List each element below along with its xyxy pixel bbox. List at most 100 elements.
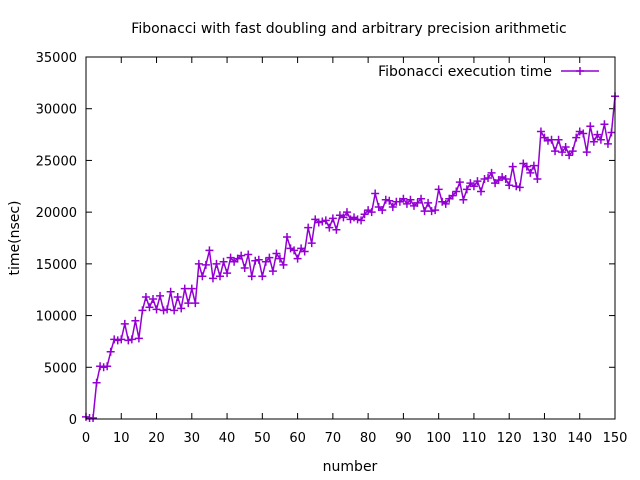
data-point bbox=[247, 272, 256, 281]
data-point bbox=[120, 319, 129, 328]
data-point bbox=[505, 181, 514, 190]
data-point bbox=[304, 223, 313, 232]
x-tick-label: 10 bbox=[113, 431, 130, 446]
x-tick-label: 90 bbox=[395, 431, 412, 446]
data-point bbox=[332, 225, 341, 234]
data-point bbox=[462, 185, 471, 194]
y-tick-label: 35000 bbox=[36, 51, 77, 66]
x-tick-label: 50 bbox=[254, 431, 271, 446]
y-tick-label: 30000 bbox=[36, 103, 77, 118]
data-point bbox=[314, 218, 323, 227]
data-point bbox=[572, 133, 581, 142]
data-point bbox=[318, 217, 327, 226]
data-point bbox=[431, 206, 440, 215]
data-point bbox=[131, 316, 140, 325]
data-point bbox=[579, 129, 588, 138]
series-line bbox=[85, 96, 616, 419]
data-point bbox=[226, 253, 235, 262]
data-point bbox=[152, 305, 161, 314]
data-point bbox=[205, 246, 214, 255]
data-point bbox=[600, 120, 609, 129]
data-point bbox=[434, 185, 443, 194]
data-point bbox=[360, 210, 369, 219]
data-point bbox=[448, 191, 457, 200]
data-point bbox=[554, 135, 563, 144]
data-point bbox=[603, 139, 612, 148]
data-point bbox=[459, 195, 468, 204]
data-point bbox=[342, 208, 351, 217]
data-point bbox=[89, 413, 98, 422]
data-point bbox=[134, 334, 143, 343]
y-tick-label: 0 bbox=[69, 413, 77, 428]
data-point bbox=[283, 232, 292, 241]
x-axis-label: number bbox=[323, 459, 378, 475]
data-point bbox=[385, 196, 394, 205]
data-point bbox=[180, 284, 189, 293]
data-point bbox=[399, 194, 408, 203]
data-point bbox=[290, 246, 299, 255]
data-point bbox=[194, 259, 203, 268]
x-tick-label: 140 bbox=[567, 431, 592, 446]
data-point bbox=[589, 137, 598, 146]
data-point bbox=[110, 335, 119, 344]
data-point bbox=[424, 198, 433, 207]
data-point bbox=[328, 214, 337, 223]
data-point bbox=[543, 136, 552, 145]
data-point bbox=[141, 292, 150, 301]
data-point bbox=[547, 135, 556, 144]
legend-label: Fibonacci execution time bbox=[378, 64, 552, 80]
data-point bbox=[378, 206, 387, 215]
data-point bbox=[261, 257, 270, 266]
data-point bbox=[533, 175, 542, 184]
legend-marker bbox=[576, 67, 584, 75]
data-point bbox=[106, 347, 115, 356]
data-point bbox=[473, 177, 482, 186]
data-point bbox=[427, 207, 436, 216]
data-point bbox=[258, 272, 267, 281]
data-point bbox=[219, 257, 228, 266]
x-tick-label: 100 bbox=[426, 431, 451, 446]
data-point bbox=[487, 168, 496, 177]
x-tick-label: 110 bbox=[462, 431, 487, 446]
data-point bbox=[173, 292, 182, 301]
data-point bbox=[92, 378, 101, 387]
data-point bbox=[170, 306, 179, 315]
y-axis-label: time(nsec) bbox=[7, 200, 23, 275]
x-tick-label: 150 bbox=[603, 431, 628, 446]
data-point bbox=[198, 272, 207, 281]
y-tick-label: 20000 bbox=[36, 206, 77, 221]
x-tick-label: 30 bbox=[184, 431, 201, 446]
data-point bbox=[325, 223, 334, 232]
data-point bbox=[138, 306, 147, 315]
data-point bbox=[216, 272, 225, 281]
data-point bbox=[96, 362, 105, 371]
data-point bbox=[480, 175, 489, 184]
data-point bbox=[307, 239, 316, 248]
data-point bbox=[187, 284, 196, 293]
data-point bbox=[476, 187, 485, 196]
data-point bbox=[452, 187, 461, 196]
data-point bbox=[402, 199, 411, 208]
data-point bbox=[420, 207, 429, 216]
y-tick-label: 10000 bbox=[36, 310, 77, 325]
data-point bbox=[240, 263, 249, 272]
data-point bbox=[582, 148, 591, 157]
data-point bbox=[293, 254, 302, 263]
axis-ticks: 0 5000 10000 15000 20000 25000 30000 35000 0 10 20… bbox=[36, 51, 628, 446]
data-point bbox=[469, 182, 478, 191]
data-point bbox=[406, 195, 415, 204]
data-point bbox=[321, 216, 330, 225]
data-point bbox=[113, 336, 122, 345]
data-point bbox=[388, 202, 397, 211]
data-point bbox=[223, 269, 232, 278]
data-point bbox=[244, 250, 253, 259]
x-tick-label: 120 bbox=[497, 431, 522, 446]
data-point bbox=[149, 295, 158, 304]
data-point bbox=[501, 175, 510, 184]
plot-frame bbox=[85, 56, 616, 420]
data-point bbox=[237, 251, 246, 260]
data-point bbox=[201, 260, 210, 269]
data-point bbox=[127, 335, 136, 344]
data-point bbox=[156, 291, 165, 300]
